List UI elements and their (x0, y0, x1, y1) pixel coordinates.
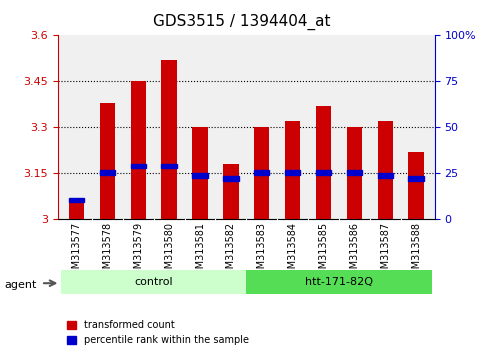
Text: GSM313584: GSM313584 (288, 222, 298, 281)
Text: agent: agent (5, 280, 37, 290)
Bar (69, 198, 84, 219)
Bar (99, 170, 115, 175)
Text: control: control (134, 277, 173, 287)
Text: GSM313588: GSM313588 (411, 222, 421, 281)
Bar (192, 173, 208, 178)
Bar (61, 270, 246, 294)
Bar (254, 170, 270, 175)
Text: GSM313577: GSM313577 (71, 222, 82, 281)
Bar (161, 164, 177, 169)
Bar (347, 170, 362, 175)
Bar (192, 127, 208, 219)
Bar (378, 121, 393, 219)
Text: GSM313582: GSM313582 (226, 222, 236, 281)
Bar (378, 173, 393, 178)
Text: GSM313586: GSM313586 (349, 222, 359, 281)
Bar (223, 176, 239, 181)
Bar (409, 152, 424, 219)
Legend: transformed count, percentile rank within the sample: transformed count, percentile rank withi… (63, 316, 253, 349)
Text: GSM313585: GSM313585 (318, 222, 328, 281)
Bar (130, 81, 146, 219)
Text: GSM313579: GSM313579 (133, 222, 143, 281)
Bar (285, 170, 300, 175)
Bar (161, 60, 177, 219)
Bar (285, 121, 300, 219)
Text: GSM313587: GSM313587 (380, 222, 390, 281)
Bar (246, 270, 432, 294)
Bar (99, 103, 115, 219)
Bar (316, 170, 331, 175)
Bar (223, 164, 239, 219)
Text: GDS3515 / 1394404_at: GDS3515 / 1394404_at (153, 14, 330, 30)
Text: GSM313583: GSM313583 (257, 222, 267, 281)
Text: htt-171-82Q: htt-171-82Q (305, 277, 373, 287)
Bar (409, 176, 424, 181)
Bar (347, 127, 362, 219)
Text: GSM313578: GSM313578 (102, 222, 113, 281)
Text: GSM313580: GSM313580 (164, 222, 174, 281)
Bar (316, 106, 331, 219)
Bar (69, 198, 84, 202)
Bar (130, 164, 146, 169)
Text: GSM313581: GSM313581 (195, 222, 205, 281)
Bar (254, 127, 270, 219)
